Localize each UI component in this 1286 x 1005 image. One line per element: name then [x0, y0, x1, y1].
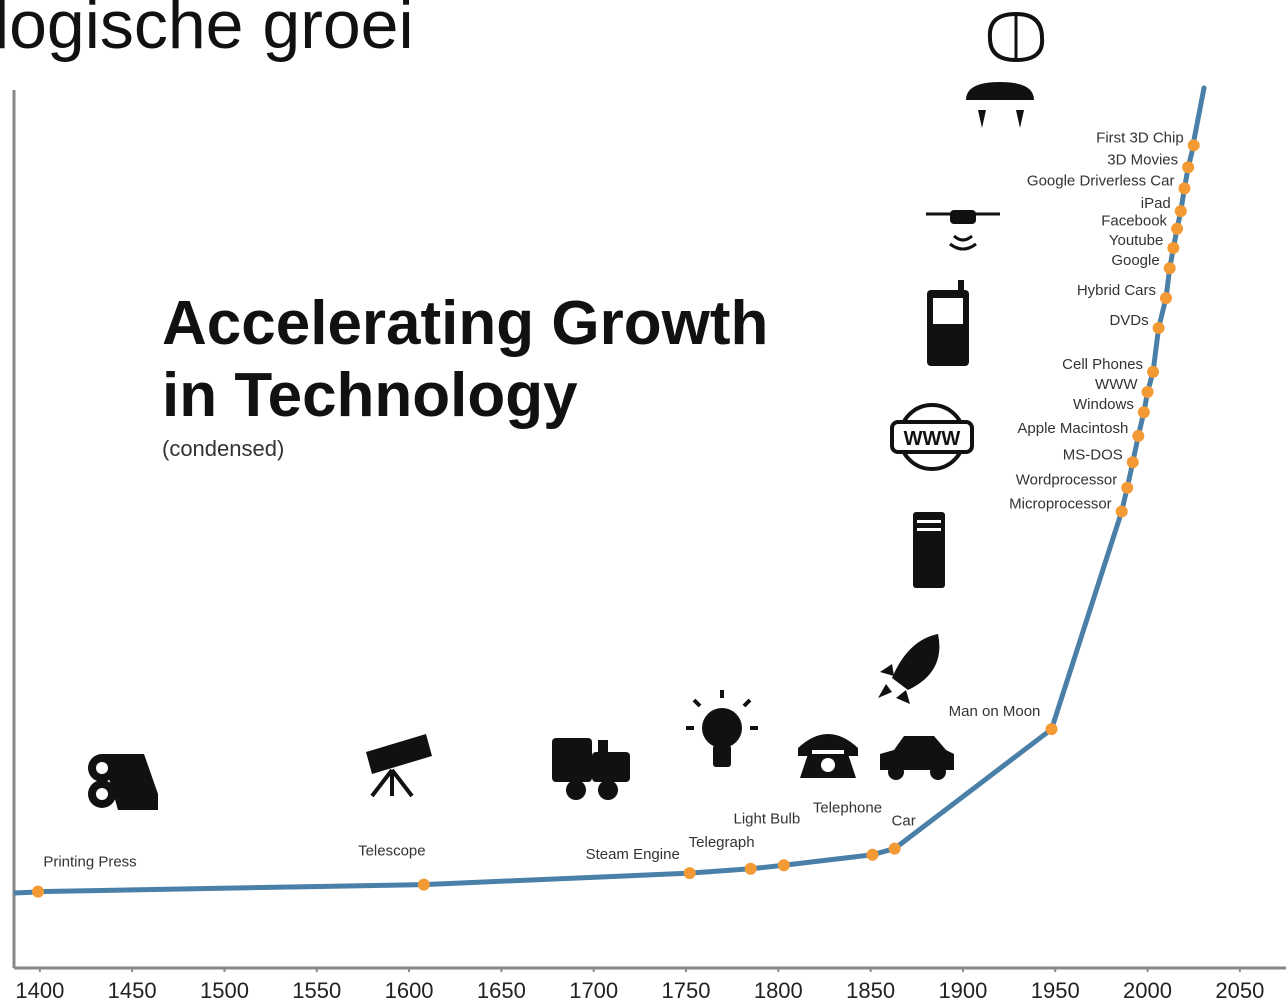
x-tick-label: 1800 [754, 978, 803, 1003]
event-label: Steam Engine [586, 846, 680, 863]
computer-icon [913, 512, 945, 588]
x-tick-label: 1850 [846, 978, 895, 1003]
event-marker [1152, 321, 1165, 334]
lightbulb-icon [686, 690, 758, 767]
event-label: Youtube [1109, 232, 1164, 249]
car-icon [880, 736, 954, 780]
event-marker [1126, 456, 1139, 469]
x-tick-label: 1600 [385, 978, 434, 1003]
event-marker [744, 862, 757, 875]
infographic-title: Accelerating Growth in Technology [162, 289, 768, 430]
event-marker [1182, 161, 1195, 174]
event-label: MS-DOS [1063, 446, 1123, 463]
x-tick-label: 1550 [292, 978, 341, 1003]
x-tick-label: 1650 [477, 978, 526, 1003]
event-marker [1137, 406, 1150, 419]
event-marker [1174, 205, 1187, 218]
event-label: Google [1111, 252, 1159, 269]
event-marker [1121, 481, 1134, 494]
event-label: iPad [1141, 195, 1171, 212]
flying-car-icon [966, 82, 1034, 128]
event-label: Printing Press [43, 854, 136, 871]
event-label: Google Driverless Car [1027, 172, 1175, 189]
x-tick-label: 1450 [108, 978, 157, 1003]
event-marker [1160, 292, 1172, 305]
x-tick-label: 2000 [1123, 978, 1172, 1003]
event-marker [1045, 723, 1058, 736]
event-label: 3D Movies [1107, 151, 1178, 168]
www-icon: WWW [890, 403, 974, 471]
event-marker [1115, 505, 1128, 518]
printing-press-icon [88, 754, 158, 810]
event-label: Hybrid Cars [1077, 282, 1156, 299]
title-line: in Technology [162, 361, 578, 430]
event-marker [683, 867, 696, 880]
x-tick-label: 1900 [938, 978, 987, 1003]
event-label: Windows [1073, 396, 1134, 413]
x-tick-label: 1950 [1031, 978, 1080, 1003]
event-label: Apple Macintosh [1017, 420, 1128, 437]
event-marker [1187, 139, 1200, 152]
event-label: Telescope [358, 843, 426, 860]
x-tick-label: 1700 [569, 978, 618, 1003]
event-marker [1178, 182, 1191, 195]
brain-icon [987, 11, 1045, 63]
event-label: First 3D Chip [1096, 129, 1184, 146]
x-tick-label: 1750 [662, 978, 711, 1003]
train-icon [552, 738, 630, 800]
event-marker [1132, 429, 1145, 442]
event-marker [1141, 386, 1154, 399]
event-marker [32, 885, 44, 898]
icons: WWW [88, 11, 1045, 810]
drone-icon [926, 210, 1000, 251]
subtitle: (condensed) [162, 436, 284, 461]
event-marker [866, 848, 879, 861]
x-tick-label: 1400 [15, 978, 64, 1003]
telescope-icon [366, 734, 432, 798]
page-heading: logische groei [0, 0, 414, 63]
event-label: Telegraph [689, 834, 755, 851]
event-label: WWW [1095, 376, 1138, 393]
event-label: Wordprocessor [1016, 472, 1117, 489]
event-marker [417, 878, 430, 891]
event-label: Facebook [1101, 213, 1167, 230]
event-marker [1167, 242, 1180, 255]
cellphone-icon [927, 280, 969, 366]
event-label: DVDs [1109, 312, 1148, 329]
event-marker [777, 859, 790, 872]
event-marker [888, 842, 901, 855]
x-tick-label: 1500 [200, 978, 249, 1003]
event-marker [1171, 222, 1184, 235]
curve-end [1190, 85, 1207, 148]
rocket-icon [878, 634, 940, 704]
event-label: Light Bulb [733, 810, 800, 827]
title-line: Accelerating Growth [162, 289, 768, 358]
event-label: Car [892, 813, 916, 830]
x-tick-label: 2050 [1215, 978, 1264, 1003]
telephone-icon [798, 734, 858, 778]
event-label: Man on Moon [949, 703, 1041, 720]
svg-text:WWW: WWW [904, 428, 961, 450]
event-marker [1163, 262, 1176, 275]
event-label: Cell Phones [1062, 356, 1143, 373]
event-marker [1147, 365, 1160, 378]
event-label: Microprocessor [1009, 495, 1112, 512]
event-label: Telephone [813, 800, 882, 817]
